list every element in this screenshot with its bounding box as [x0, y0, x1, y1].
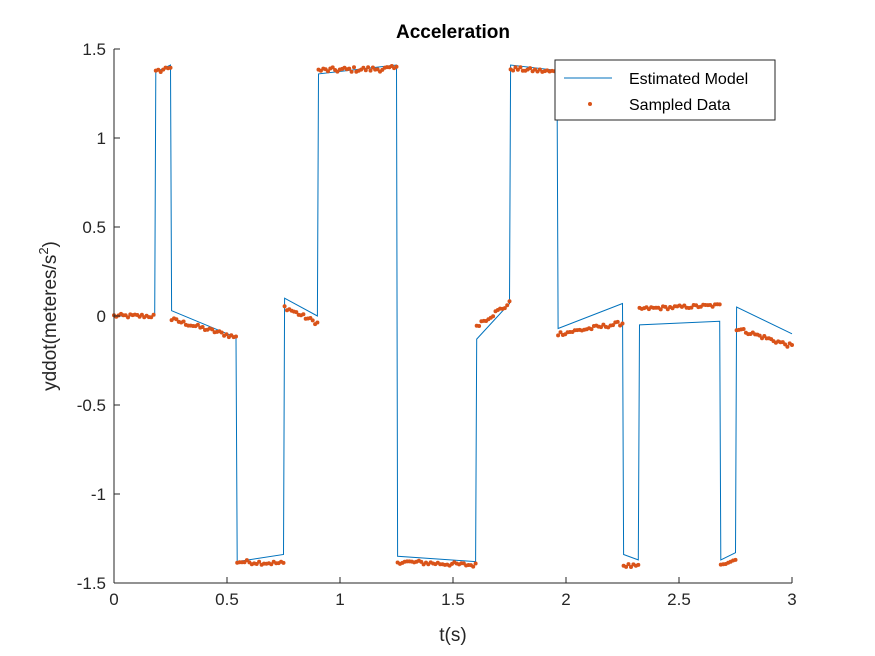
- estimated-model-line: [114, 64, 793, 563]
- chart-title: Acceleration: [396, 22, 510, 43]
- y-tick-label: -1.5: [77, 574, 106, 593]
- sampled-data-point: [589, 327, 594, 332]
- sampled-data-point: [294, 310, 299, 315]
- legend-sampled-label: Sampled Data: [629, 97, 730, 114]
- sampled-data-point: [733, 557, 738, 562]
- sampled-data-point: [347, 66, 352, 71]
- sampled-data-point: [363, 68, 368, 73]
- sampled-data-point: [624, 564, 629, 569]
- sampled-data-point: [330, 65, 335, 70]
- sampled-data-point: [257, 559, 262, 564]
- sampled-data-point: [352, 65, 356, 70]
- x-axis-label: t(s): [439, 625, 466, 646]
- series-layer: [112, 64, 794, 569]
- y-tick-label: -1: [91, 485, 106, 504]
- sampled-data-point: [477, 324, 482, 328]
- x-tick-label: 2: [561, 590, 570, 609]
- y-tick-label: 1: [97, 129, 106, 148]
- y-axis-label: yddot(meteres/s2): [36, 241, 61, 391]
- y-axis-label-main: yddot(meteres/s: [40, 255, 61, 391]
- y-axis-label-superscript: 2: [36, 247, 51, 254]
- y-tick-label: 0: [97, 307, 106, 326]
- sampled-data-point: [368, 68, 373, 73]
- sampled-data-point: [790, 343, 794, 347]
- sampled-data-point: [636, 562, 641, 567]
- y-tick-label: 0.5: [82, 218, 106, 237]
- sampled-data-point: [615, 319, 620, 324]
- sampled-data-point: [757, 333, 762, 338]
- legend: Estimated Model Sampled Data: [554, 59, 776, 121]
- sampled-data-point: [326, 69, 330, 74]
- sampled-data-point: [200, 325, 205, 329]
- sampled-data-point: [210, 327, 215, 332]
- x-tick-label: 1.5: [441, 590, 465, 609]
- x-tick-label: 0.5: [215, 590, 239, 609]
- sampled-data-point: [471, 564, 476, 569]
- sampled-data-point: [361, 65, 366, 70]
- sampled-data-point: [556, 333, 561, 338]
- sampled-data-point: [626, 562, 631, 567]
- sampled-data-point: [507, 299, 512, 304]
- sampled-data-point: [658, 307, 663, 312]
- sampled-data-point: [513, 65, 518, 70]
- sampled-data-point: [473, 561, 478, 566]
- sampled-data-point: [518, 65, 523, 70]
- legend-sampled-swatch: [588, 102, 592, 106]
- x-tick-label: 0: [109, 590, 118, 609]
- sampled-data-point: [234, 334, 238, 339]
- sampled-data-point: [620, 321, 625, 326]
- sampled-data-point: [269, 562, 274, 567]
- sampled-data-point: [139, 312, 144, 317]
- sampled-data-point: [158, 70, 163, 74]
- sampled-data-point: [611, 323, 615, 328]
- sampled-data-point: [505, 303, 510, 308]
- sampled-data-point: [195, 322, 200, 327]
- sampled-data-point: [741, 327, 746, 331]
- y-axis-label-end: ): [40, 241, 61, 247]
- sampled-data-point: [629, 565, 633, 569]
- sampled-data-point: [168, 65, 173, 70]
- sampled-data-point: [219, 330, 224, 335]
- plot-area: [114, 49, 792, 583]
- y-tick-label: -0.5: [77, 396, 106, 415]
- sampled-data-point: [717, 302, 722, 307]
- sampled-data-point: [491, 314, 496, 319]
- x-tick-label: 3: [787, 590, 796, 609]
- legend-model-label: Estimated Model: [629, 71, 748, 88]
- sampled-data-point: [502, 306, 507, 311]
- sampled-data-point: [126, 315, 130, 320]
- sampled-data-point: [558, 330, 563, 335]
- sampled-data-point: [515, 67, 520, 72]
- sampled-data-point: [282, 304, 287, 309]
- y-tick-label: 1.5: [82, 40, 106, 59]
- sampled-data-point: [511, 68, 516, 73]
- sampled-data-point: [315, 320, 320, 325]
- x-tick-label: 2.5: [667, 590, 691, 609]
- legend-box: [554, 59, 776, 121]
- sampled-data-point: [599, 325, 603, 330]
- sampled-data-point: [349, 69, 354, 74]
- sampled-data-point: [689, 305, 694, 310]
- sampled-data-point: [310, 318, 315, 323]
- sampled-data-point: [151, 312, 156, 317]
- sampled-data-point: [785, 344, 790, 349]
- sampled-data-point: [181, 319, 186, 324]
- sampled-data-point: [174, 317, 179, 322]
- x-tick-label: 1: [335, 590, 344, 609]
- sampled-data-point: [224, 332, 229, 337]
- sampled-data-point: [301, 312, 306, 317]
- sampled-data-point: [281, 560, 286, 565]
- sampled-data-point: [394, 64, 399, 69]
- sampled-data-point: [528, 66, 533, 71]
- sampled-data-point: [366, 65, 371, 70]
- axes-layer: 0 0.5 1 1.5 2 2.5 3 -1.5 -1 -0.5 0 0.5 1 1.5: [77, 40, 797, 609]
